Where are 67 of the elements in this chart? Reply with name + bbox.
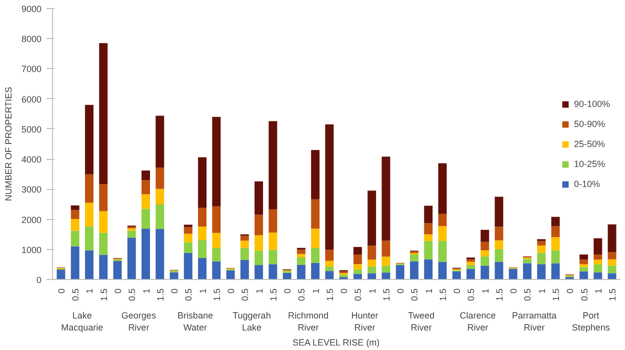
y-tick-label: 7000	[21, 64, 42, 74]
x-tick-label: 1.5	[212, 288, 222, 302]
x-tick-label: 0	[339, 288, 350, 294]
x-tick-label: 0	[226, 288, 236, 294]
x-tick-label: 0.5	[579, 288, 590, 302]
x-tick-label: 1.5	[98, 288, 109, 302]
x-tick-label: 1.5	[494, 288, 504, 302]
x-tick-label: 1	[367, 288, 378, 294]
text: Clarence River	[460, 310, 496, 332]
y-tick-label: 2000	[21, 214, 42, 225]
y-axis-title: NUMBER OF PROPERTIES	[3, 86, 14, 202]
x-tick-label: 1.5	[155, 288, 166, 302]
legend-label: 50-90%	[574, 118, 605, 128]
x-tick-label: 0.5	[353, 288, 364, 302]
x-tick-label: 1.5	[381, 288, 392, 302]
x-tick-label: 0.5	[296, 288, 307, 302]
x-tick-label: 1	[536, 288, 547, 294]
x-axis-title: SEA LEVEL RISE (m)	[292, 338, 380, 348]
x-tick-label: 0.5	[466, 288, 476, 302]
x-tick-label: 1	[254, 288, 264, 294]
x-tick-label: 0.5	[127, 288, 138, 302]
x-tick-label: 1	[593, 288, 604, 294]
y-tick-label: 9000	[21, 4, 42, 14]
legend-label: 0-10%	[574, 178, 600, 188]
x-tick-label: 1.5	[551, 288, 562, 302]
legend-label: 90-100%	[574, 98, 610, 108]
x-tick-label: 0	[508, 288, 519, 294]
x-tick-label: 1	[198, 288, 208, 294]
x-tick-label: 0	[565, 288, 576, 294]
x-tick-label: 0.5	[184, 288, 194, 302]
x-tick-label: 1	[480, 288, 490, 294]
text: Richmond River	[288, 310, 329, 332]
x-tick-label: 1.5	[268, 288, 278, 302]
text: Hunter River	[351, 310, 378, 332]
x-tick-label: 1	[84, 288, 95, 294]
text: Parramatta River	[512, 310, 557, 332]
text: Tweed River	[408, 310, 435, 332]
x-tick-label: 0	[396, 288, 406, 294]
x-tick-label: 1.5	[324, 288, 335, 302]
y-tick-label: 8000	[21, 34, 42, 44]
x-tick-label: 1.5	[608, 288, 618, 302]
y-tick-label: 5000	[21, 124, 42, 134]
x-tick-label: 1	[424, 288, 434, 294]
text: Brisbane Water	[177, 310, 213, 332]
x-tick-label: 0	[112, 288, 123, 294]
x-tick-label: 0	[452, 288, 462, 294]
x-tick-label: 0.5	[410, 288, 420, 302]
text: Port Stephens	[572, 310, 610, 332]
x-tick-label: 0.5	[240, 288, 250, 302]
y-tick-label: 4000	[21, 154, 42, 165]
x-tick-label: 1	[310, 288, 321, 294]
text: Georges River	[121, 310, 156, 332]
x-tick-label: 0	[170, 288, 180, 294]
y-tick-label: 0	[36, 275, 42, 285]
x-tick-label: 1	[141, 288, 152, 294]
y-tick-label: 1000	[21, 244, 42, 255]
x-tick-label: 0.5	[70, 288, 81, 302]
y-tick-label: 3000	[21, 184, 42, 195]
x-tick-label: 0	[282, 288, 293, 294]
x-tick-label: 1.5	[438, 288, 448, 302]
text: Lake Macquarie	[61, 310, 104, 332]
text: Tuggerah Lake	[232, 310, 271, 332]
x-tick-label: 0	[56, 288, 66, 294]
legend-label: 10-25%	[574, 158, 605, 168]
x-tick-label: 0.5	[522, 288, 533, 302]
y-tick-label: 6000	[21, 94, 42, 104]
legend-label: 25-50%	[574, 138, 605, 148]
